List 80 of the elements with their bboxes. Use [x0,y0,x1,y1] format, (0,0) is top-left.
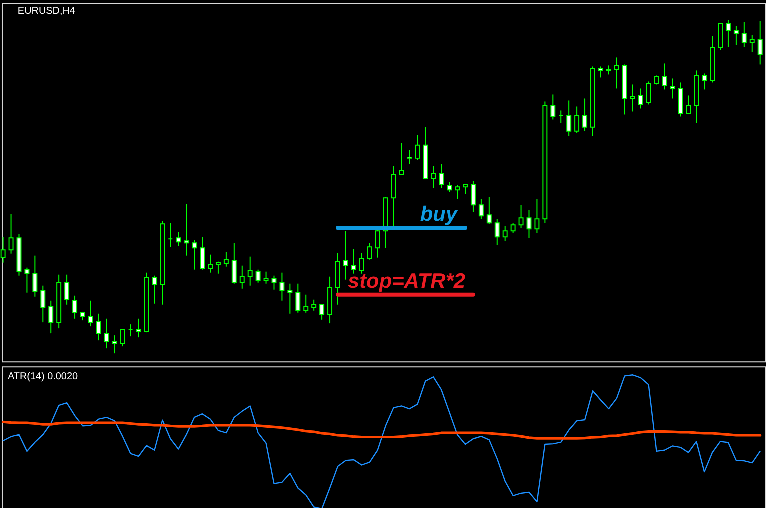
candlestick [359,252,364,274]
candlestick [654,75,660,86]
chart-title: ATR(14) 0.0020 [8,372,79,383]
candlestick [670,78,676,100]
candlestick [726,20,731,48]
candlestick [758,20,763,66]
candlestick [304,294,309,314]
candlestick [176,232,182,247]
candlestick [152,275,158,304]
candlestick [750,34,755,53]
candlestick [399,142,404,176]
candlestick [447,182,452,193]
candlestick [415,134,420,161]
candlestick [431,166,436,189]
candlestick [32,255,38,298]
candlestick [526,210,532,239]
candlestick [112,335,118,354]
candlestick [24,267,30,294]
candlestick [463,184,468,195]
chart-title: EURUSD,H4 [18,6,76,17]
candlestick [510,222,516,234]
candlestick [104,318,110,350]
candlestick [742,22,747,48]
candlestick [264,271,269,284]
candlestick [494,218,500,246]
candlestick [502,226,508,242]
candlestick [120,329,126,348]
candlestick [478,198,484,220]
candlestick [375,228,380,258]
candlestick [296,283,301,314]
candlestick [48,300,54,334]
candlestick [248,256,253,286]
candlestick [455,184,460,200]
candlestick [208,254,213,274]
candlestick [351,248,356,274]
candlestick [72,295,78,320]
candlestick [630,84,636,112]
candlestick [734,26,739,46]
candlestick [486,196,492,225]
candlestick [566,100,572,137]
candlestick [518,204,524,229]
candlestick [686,95,692,114]
candlestick [646,81,652,106]
candlestick [272,275,277,290]
candlestick [96,313,102,342]
candlestick [88,300,94,328]
series-label: stop=ATR*2 [348,270,466,293]
candlestick [288,283,293,314]
candlestick [216,261,221,274]
candlestick [192,240,198,270]
candlestick [136,318,142,338]
candlestick [312,299,317,312]
candlestick [184,204,190,256]
candlestick [638,88,644,110]
candlestick [606,65,612,76]
candlestick [64,274,70,306]
candlestick [256,269,261,284]
candlestick [407,150,412,165]
candlestick [574,106,580,134]
candlestick [240,265,245,290]
candlestick [582,98,588,132]
candlestick [470,180,476,213]
candlestick [232,242,237,284]
candlestick [367,242,372,260]
candlestick [391,166,396,227]
candlestick [200,236,206,270]
candlestick [702,73,708,90]
candlestick [320,304,325,320]
series-label: buy [420,203,459,226]
candlestick [598,66,604,78]
candlestick [280,272,285,302]
candlestick [343,230,348,280]
candlestick [40,285,46,324]
candlestick [550,94,556,120]
candlestick [614,57,620,90]
candlestick [8,214,14,254]
candlestick [662,63,668,90]
candlestick [224,252,229,268]
candlestick [534,198,540,234]
candlestick [439,164,444,189]
